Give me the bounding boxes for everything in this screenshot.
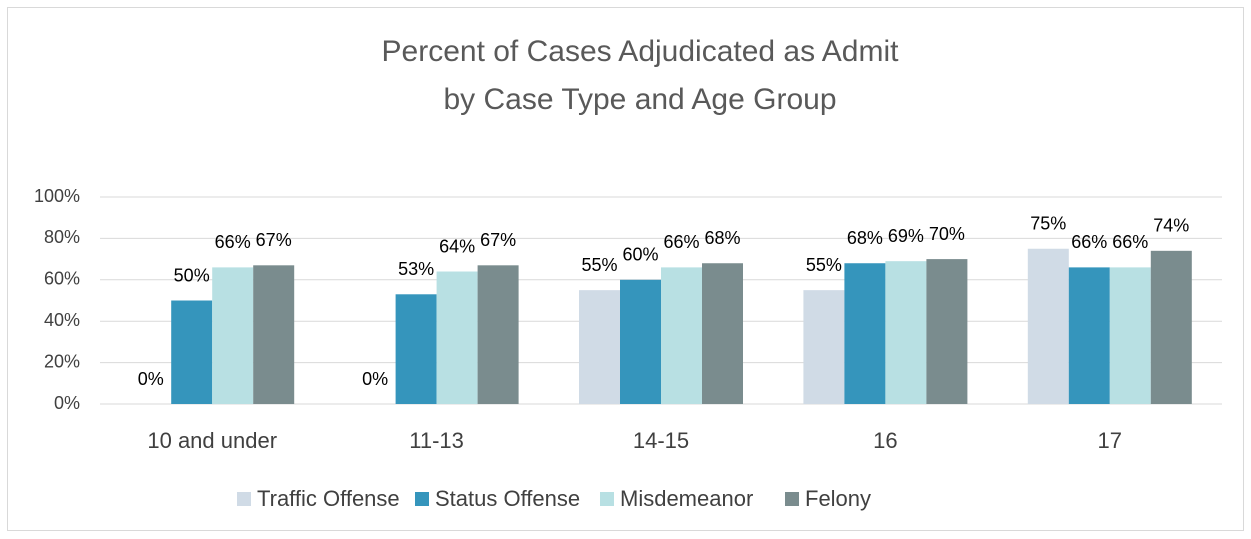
data-label: 75% [1030, 214, 1066, 234]
bar [1027, 248, 1069, 404]
bar [212, 267, 254, 404]
data-label: 64% [439, 236, 475, 256]
bar [844, 263, 886, 404]
data-label: 67% [256, 230, 292, 250]
data-label: 66% [215, 232, 251, 252]
data-label: 55% [581, 255, 617, 275]
chart-title: Percent of Cases Adjudicated as Admit [382, 35, 900, 68]
data-label: 0% [138, 369, 164, 389]
bar [885, 261, 927, 404]
y-tick-label: 60% [44, 269, 80, 289]
x-tick-label: 11-13 [409, 428, 464, 453]
data-label: 66% [1071, 232, 1107, 252]
data-label: 67% [480, 230, 516, 250]
chart-title: by Case Type and Age Group [443, 83, 836, 116]
bar [395, 294, 437, 404]
bar [436, 271, 478, 404]
data-label: 60% [622, 245, 658, 265]
y-tick-label: 100% [34, 186, 80, 206]
bar [253, 265, 295, 404]
legend-swatch [415, 492, 429, 506]
y-tick-label: 40% [44, 310, 80, 330]
legend-label: Misdemeanor [620, 486, 753, 511]
legend-swatch [600, 492, 614, 506]
data-label: 68% [704, 228, 740, 248]
bar [1109, 267, 1151, 404]
x-tick-label: 17 [1098, 428, 1122, 453]
data-label: 68% [847, 228, 883, 248]
bar [803, 290, 845, 404]
bar [1150, 250, 1192, 404]
y-tick-label: 0% [54, 393, 80, 413]
bar [620, 279, 661, 404]
legend-label: Traffic Offense [257, 486, 400, 511]
y-tick-label: 80% [44, 227, 80, 247]
data-label: 0% [362, 369, 388, 389]
legend-label: Status Offense [435, 486, 580, 511]
data-label: 55% [806, 255, 842, 275]
x-tick-label: 16 [873, 428, 897, 453]
legend-swatch [237, 492, 251, 506]
bar [702, 263, 743, 404]
bar [171, 300, 213, 404]
bar [661, 267, 702, 404]
bar [579, 290, 620, 404]
y-tick-label: 20% [44, 351, 80, 371]
data-label: 70% [929, 224, 965, 244]
data-label: 50% [174, 265, 210, 285]
data-label: 66% [663, 232, 699, 252]
data-label: 74% [1153, 216, 1189, 236]
data-label: 53% [398, 259, 434, 279]
bar [477, 265, 519, 404]
x-tick-label: 14-15 [633, 428, 689, 453]
bar [926, 259, 968, 404]
bar [1068, 267, 1110, 404]
x-tick-label: 10 and under [147, 428, 277, 453]
legend-swatch [785, 492, 799, 506]
data-label: 69% [888, 226, 924, 246]
data-label: 66% [1112, 232, 1148, 252]
legend-label: Felony [805, 486, 871, 511]
